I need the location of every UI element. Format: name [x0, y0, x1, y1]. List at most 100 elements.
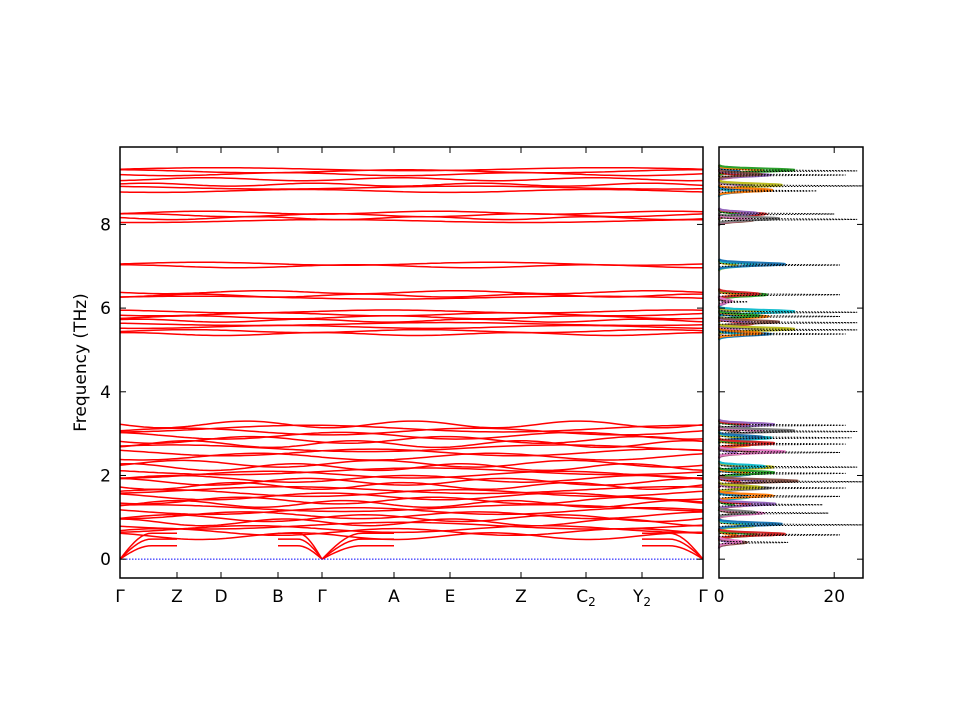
- band-y-tick-label: 4: [100, 383, 111, 403]
- band-line: [119, 185, 703, 190]
- band-line: [119, 318, 704, 323]
- band-line: [119, 488, 704, 498]
- band-line: [120, 324, 704, 330]
- band-line: [119, 514, 704, 523]
- band-line: [119, 506, 704, 516]
- acoustic-band-line: [321, 532, 394, 560]
- band-line: [119, 440, 704, 449]
- band-x-tick-label: Γ: [115, 587, 125, 607]
- acoustic-band-line: [642, 532, 704, 560]
- band-x-tick-label: Γ: [698, 587, 708, 607]
- band-line: [120, 331, 704, 337]
- y-axis-label: Frequency (THz): [71, 293, 91, 432]
- acoustic-band-line: [119, 532, 177, 560]
- band-line: [119, 459, 704, 468]
- total-dos-peak: [718, 432, 852, 443]
- band-line: [119, 532, 704, 541]
- total-dos-peak: [718, 214, 858, 225]
- band-line: [120, 309, 704, 314]
- band-line: [119, 486, 704, 495]
- band-line: [119, 435, 704, 445]
- band-line: [119, 452, 704, 461]
- band-line: [119, 427, 704, 436]
- band-line: [119, 321, 704, 327]
- band-line: [119, 481, 704, 491]
- total-dos-peak: [718, 439, 846, 450]
- band-line: [119, 182, 704, 187]
- total-dos-peak: [718, 324, 858, 335]
- pdos-curve: [717, 506, 759, 518]
- acoustic-band-line: [119, 545, 177, 560]
- band-line: [119, 210, 704, 215]
- pdos-curve: [717, 535, 745, 548]
- total-dos-peak: [718, 426, 858, 437]
- pdos-curve: [717, 168, 765, 180]
- band-x-tick-label: Z: [171, 587, 183, 607]
- acoustic-band-line: [278, 532, 323, 560]
- total-dos-peak: [718, 537, 789, 548]
- band-line: [120, 264, 703, 269]
- acoustic-band-line: [119, 538, 177, 560]
- acoustic-band-line: [278, 538, 323, 560]
- band-line: [119, 328, 704, 334]
- dos-x-ticks: 0 20: [714, 147, 845, 607]
- band-x-tick-label: Y2: [632, 587, 651, 609]
- band-line: [119, 463, 704, 472]
- band-line: [119, 474, 704, 483]
- band-line: [119, 518, 703, 527]
- pdos-curve: [718, 445, 786, 458]
- acoustic-band-line: [642, 545, 704, 560]
- band-x-tick-label: C2: [576, 587, 596, 609]
- band-line: [120, 218, 703, 224]
- band-x-tick-label: Γ: [317, 587, 327, 607]
- total-dos-peak: [718, 462, 858, 473]
- band-y-ticks: 0 2 4 6 8: [100, 215, 703, 570]
- pdos-curve: [717, 490, 777, 502]
- band-structure-plot: Γ Z D B Γ A E Z C2 Y2 Γ 0 2 4 6 8 Frequency (THz): [71, 146, 708, 609]
- band-line: [119, 448, 704, 457]
- dos-x-tick-label: 20: [823, 587, 845, 607]
- band-x-tick-label: B: [272, 587, 284, 607]
- band-line: [119, 431, 704, 440]
- acoustic-band-line: [278, 545, 323, 560]
- pdos-curves: [717, 164, 799, 549]
- band-line: [119, 177, 703, 182]
- total-dos-peak: [718, 307, 858, 318]
- acoustic-band-line: [642, 538, 704, 560]
- dos-plot-frame: [718, 146, 864, 579]
- band-y-tick-label: 0: [100, 550, 111, 570]
- band-line: [119, 444, 704, 453]
- band-lines: [119, 166, 704, 560]
- band-y-tick-label: 8: [100, 215, 111, 235]
- total-dos-peak: [718, 317, 858, 328]
- band-line: [119, 496, 704, 505]
- band-y-tick-label: 2: [100, 466, 111, 486]
- band-line: [119, 188, 704, 194]
- band-y-tick-label: 6: [100, 299, 111, 319]
- acoustic-band-line: [321, 545, 394, 560]
- acoustic-band-line: [321, 538, 394, 560]
- band-line: [119, 504, 704, 513]
- band-line: [119, 171, 704, 177]
- band-x-tick-label: E: [445, 587, 456, 607]
- pdos-curve: [718, 528, 786, 540]
- band-line: [119, 215, 704, 221]
- band-line: [119, 420, 704, 429]
- band-line: [119, 289, 704, 295]
- band-x-tick-label: A: [388, 587, 400, 607]
- band-x-tick-label: D: [214, 587, 227, 607]
- band-line: [119, 524, 704, 534]
- pdos-curve: [718, 518, 783, 530]
- band-plot-frame: [119, 146, 704, 579]
- pdos-curve: [717, 327, 765, 339]
- dos-x-tick-label: 0: [714, 587, 725, 607]
- pdos-curve: [718, 258, 786, 270]
- band-x-tick-label: Z: [515, 587, 527, 607]
- dos-plot: 0 20: [714, 146, 864, 607]
- band-line: [119, 527, 704, 537]
- total-dos-peak: [718, 165, 858, 176]
- band-line: [120, 470, 704, 479]
- band-line: [119, 315, 704, 320]
- band-line: [119, 295, 704, 300]
